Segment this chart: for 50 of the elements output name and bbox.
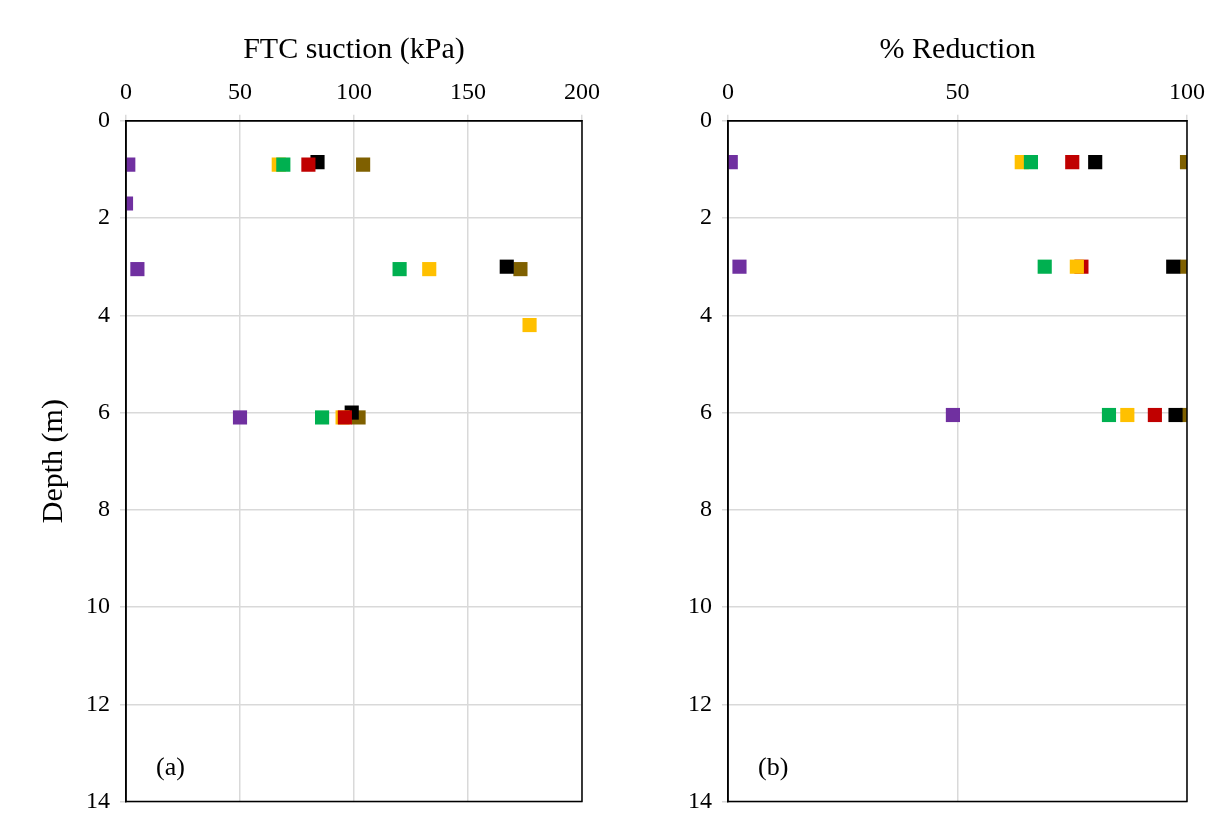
- point: [522, 317, 537, 333]
- point: [315, 410, 330, 425]
- point: [1037, 259, 1052, 274]
- y-tick-label: 14: [86, 786, 110, 813]
- point: [422, 262, 437, 277]
- point: [1088, 155, 1103, 170]
- y-tick-label: 2: [98, 203, 110, 230]
- point: [392, 262, 407, 277]
- x-tick-label: 100: [1169, 77, 1205, 104]
- y-tick-label: 12: [688, 689, 712, 716]
- x-tick-label: 50: [945, 77, 970, 104]
- point: [301, 157, 316, 172]
- point: [356, 157, 371, 172]
- x-axis-title: % Reduction: [879, 30, 1036, 64]
- y-tick-label: 14: [688, 786, 712, 813]
- y-tick-label: 6: [98, 397, 110, 424]
- point: [499, 259, 514, 274]
- point: [1168, 407, 1183, 423]
- y-tick-label: 8: [98, 495, 110, 522]
- x-tick-label: 0: [722, 77, 734, 104]
- y-axis-title: Depth (m): [34, 399, 69, 524]
- x-axis-title: FTC suction (kPa): [243, 30, 465, 65]
- point: [1101, 407, 1117, 423]
- y-tick-label: 10: [86, 592, 110, 619]
- point: [1069, 259, 1084, 274]
- point: [1166, 259, 1181, 274]
- annotation: (a): [156, 752, 185, 782]
- y-tick-label: 10: [688, 592, 712, 619]
- x-tick-label: 150: [450, 77, 486, 104]
- y-tick-label: 6: [700, 397, 712, 424]
- y-tick-label: 2: [700, 203, 712, 230]
- y-tick-label: 4: [98, 300, 110, 327]
- x-tick-label: 200: [564, 77, 600, 104]
- point: [276, 157, 291, 172]
- point: [1023, 155, 1039, 170]
- point: [1120, 407, 1135, 423]
- y-tick-label: 8: [700, 495, 712, 522]
- x-tick-label: 50: [228, 77, 252, 104]
- point: [732, 259, 747, 274]
- y-tick-label: 0: [98, 106, 110, 133]
- y-tick-label: 0: [700, 106, 712, 133]
- point: [1147, 407, 1162, 423]
- y-tick-label: 12: [86, 689, 110, 716]
- point: [513, 262, 528, 277]
- x-tick-label: 0: [120, 77, 132, 104]
- x-tick-label: 100: [336, 77, 372, 104]
- annotation: (b): [758, 752, 789, 782]
- y-tick-label: 4: [700, 300, 712, 327]
- point: [945, 407, 960, 423]
- point: [1065, 155, 1080, 170]
